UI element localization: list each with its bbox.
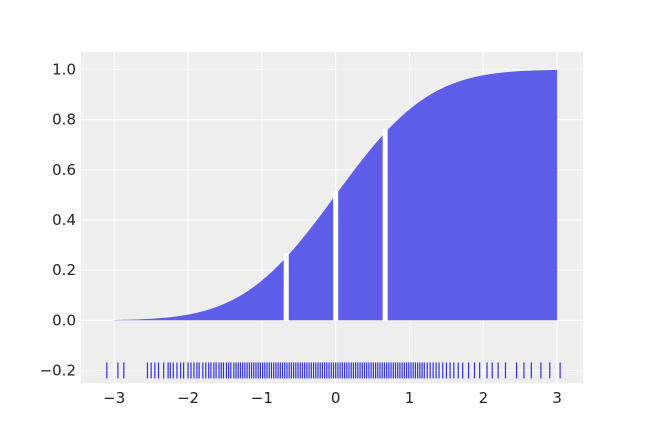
y-tick-label: 0.6 [52,161,76,179]
x-tick-label: 2 [479,389,489,407]
rug-marks [106,362,561,379]
x-tick-label: −1 [251,389,273,407]
x-tick-label: 0 [331,389,341,407]
x-axis-ticks: −3 −2 −1 0 1 2 3 [103,389,562,407]
y-tick-label: 0.4 [52,211,76,229]
x-tick-label: −3 [103,389,125,407]
y-axis-ticks: −0.2 0.0 0.2 0.4 0.6 0.8 1.0 [40,61,76,380]
x-tick-label: 3 [552,389,562,407]
y-tick-label: 1.0 [52,61,76,79]
y-tick-label: −0.2 [40,361,76,379]
x-tick-label: −2 [177,389,199,407]
y-tick-label: 0.8 [52,111,76,129]
y-tick-label: 0.0 [52,311,76,329]
y-tick-label: 0.2 [52,261,76,279]
x-tick-label: 1 [405,389,415,407]
quantile-splits [283,128,388,322]
